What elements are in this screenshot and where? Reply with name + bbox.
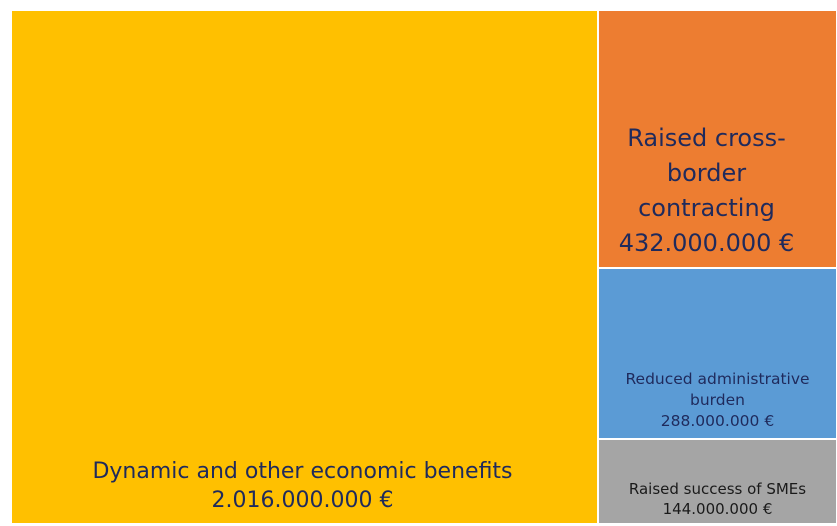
tile-admin-name-line-1: Reduced administrative [625,370,810,388]
tile-dynamic-name: Dynamic and other economic benefits [92,459,513,484]
tile-admin-name-line-2: burden [690,391,745,409]
tile-cross-name-line-3: contracting [638,194,775,222]
tile-admin-value: 288.000.000 € [660,412,775,430]
tile-reduced-administrative-burden: Reduced administrative burden 288.000.00… [598,268,837,439]
tile-sme-label: Raised success of SMEs 144.000.000 € [599,479,836,519]
tile-admin-label: Reduced administrative burden 288.000.00… [599,369,836,432]
tile-cross-label: Raised cross- border contracting 432.000… [599,121,814,261]
tile-sme-name: Raised success of SMEs [628,480,807,498]
tile-cross-value: 432.000.000 € [618,229,795,257]
tile-dynamic-value: 2.016.000.000 € [211,488,394,513]
tile-cross-name-line-1: Raised cross- [627,124,786,152]
tile-dynamic-economic-benefits: Dynamic and other economic benefits 2.01… [11,10,598,524]
tile-cross-name-line-2: border [666,159,747,187]
tile-sme-value: 144.000.000 € [662,500,773,518]
tile-raised-success-smes: Raised success of SMEs 144.000.000 € [598,439,837,524]
tile-cross-border-contracting: Raised cross- border contracting 432.000… [598,10,837,268]
tile-dynamic-label: Dynamic and other economic benefits 2.01… [12,457,593,515]
